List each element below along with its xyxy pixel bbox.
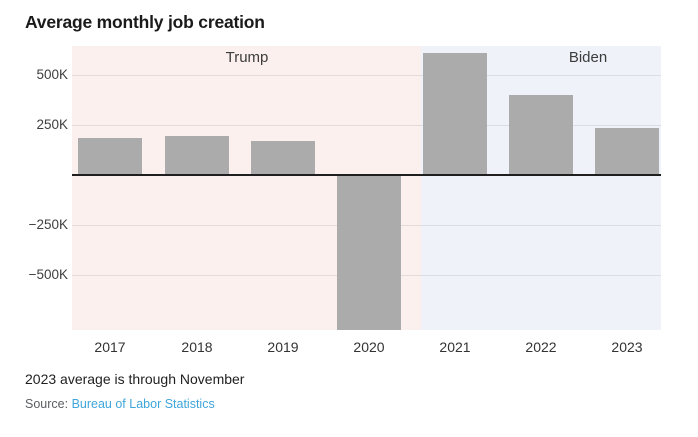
- y-tick-label: 250K: [36, 116, 68, 132]
- x-tick-label-2017: 2017: [94, 339, 126, 355]
- gridline-250K: [72, 124, 661, 126]
- y-tick-label: 500K: [36, 66, 68, 82]
- bar-2020: [337, 175, 401, 331]
- x-tick-label-2020: 2020: [353, 339, 385, 355]
- bar-2022: [509, 94, 573, 175]
- x-tick-label-2018: 2018: [181, 339, 213, 355]
- y-tick-label: −250K: [28, 216, 68, 232]
- bar-2021: [423, 53, 487, 175]
- source-line: Source: Bureau of Labor Statistics: [25, 397, 215, 411]
- biden-region-label: Biden: [568, 49, 608, 66]
- bar-2023: [595, 128, 659, 175]
- footnote: 2023 average is through November: [25, 371, 245, 387]
- bar-2017: [78, 138, 142, 175]
- zero-baseline: [72, 174, 661, 176]
- trump-region-label: Trump: [225, 49, 269, 66]
- plot-area: Trump Biden: [72, 46, 661, 331]
- bar-2019: [251, 140, 315, 175]
- x-tick-label-2023: 2023: [611, 339, 643, 355]
- source-label: Source:: [25, 397, 69, 411]
- bar-2018: [165, 135, 229, 175]
- chart-title: Average monthly job creation: [25, 12, 265, 32]
- x-tick-label-2019: 2019: [267, 339, 299, 355]
- gridline-500K: [72, 74, 661, 76]
- source-link[interactable]: Bureau of Labor Statistics: [71, 397, 215, 411]
- y-tick-label: −500K: [28, 266, 68, 282]
- x-tick-label-2022: 2022: [525, 339, 557, 355]
- x-tick-label-2021: 2021: [439, 339, 471, 355]
